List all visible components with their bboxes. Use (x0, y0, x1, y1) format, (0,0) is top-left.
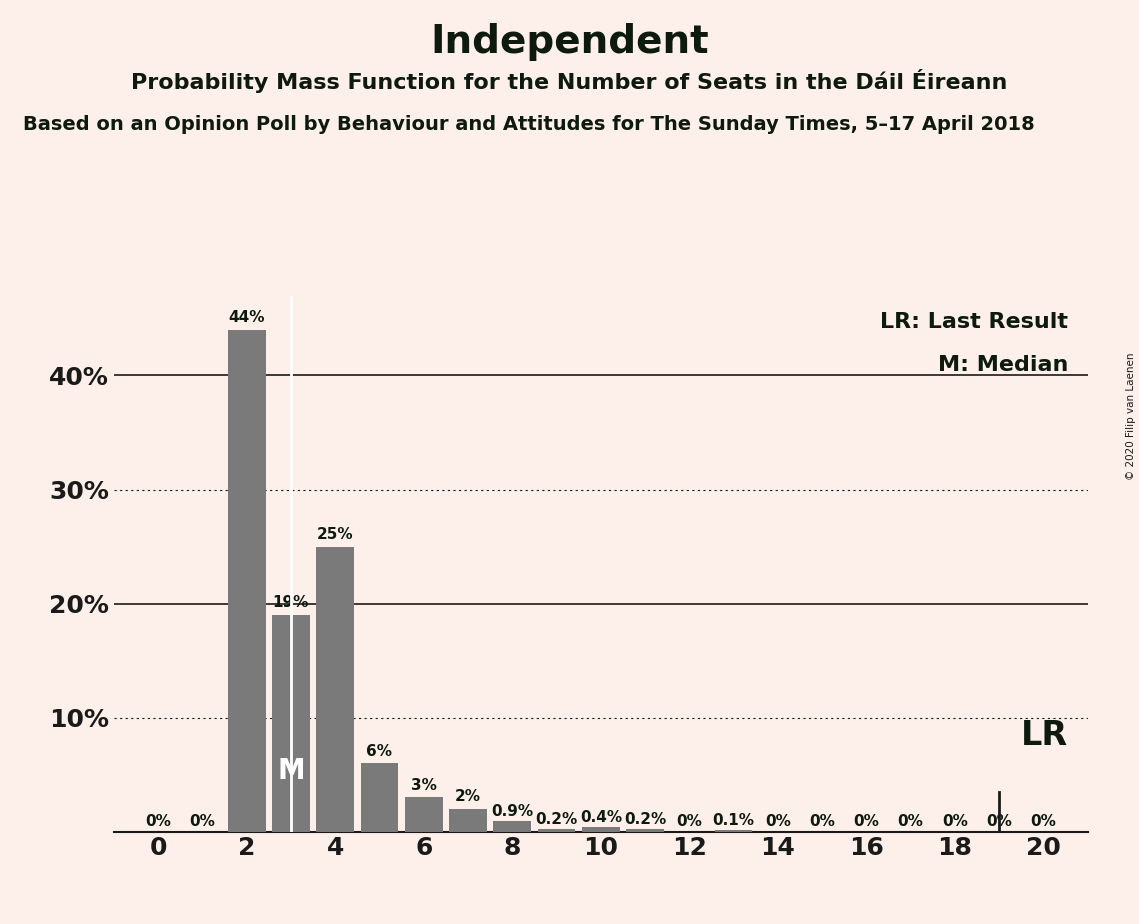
Bar (361, 763, 399, 832)
Text: 0.2%: 0.2% (535, 812, 577, 827)
Text: Probability Mass Function for the Number of Seats in the Dáil Éireann: Probability Mass Function for the Number… (131, 69, 1008, 93)
Text: 19%: 19% (272, 595, 309, 611)
Text: 25%: 25% (317, 527, 353, 542)
Text: M: Median: M: Median (937, 355, 1068, 374)
Bar (582, 827, 620, 832)
Bar (626, 830, 664, 832)
Text: 3%: 3% (411, 778, 436, 793)
Bar (405, 797, 443, 832)
Text: 0%: 0% (146, 814, 171, 830)
Text: Independent: Independent (431, 23, 708, 61)
Text: © 2020 Filip van Laenen: © 2020 Filip van Laenen (1126, 352, 1136, 480)
Text: 0%: 0% (1031, 814, 1056, 830)
Bar (493, 821, 531, 832)
Text: 0%: 0% (189, 814, 215, 830)
Bar (228, 330, 265, 832)
Text: 0%: 0% (809, 814, 835, 830)
Text: 0.9%: 0.9% (491, 804, 533, 819)
Bar (449, 808, 486, 832)
Text: 44%: 44% (229, 310, 265, 325)
Text: LR: LR (1022, 719, 1068, 751)
Text: 0%: 0% (898, 814, 924, 830)
Text: 6%: 6% (367, 744, 393, 759)
Text: 0%: 0% (986, 814, 1013, 830)
Text: 0.4%: 0.4% (580, 809, 622, 825)
Bar (715, 831, 753, 832)
Text: Based on an Opinion Poll by Behaviour and Attitudes for The Sunday Times, 5–17 A: Based on an Opinion Poll by Behaviour an… (23, 116, 1034, 135)
Text: 0.1%: 0.1% (713, 813, 755, 828)
Bar (317, 546, 354, 832)
Bar (272, 615, 310, 832)
Text: M: M (277, 757, 305, 785)
Text: LR: Last Result: LR: Last Result (880, 311, 1068, 332)
Text: 0%: 0% (942, 814, 968, 830)
Text: 0%: 0% (853, 814, 879, 830)
Text: 0%: 0% (765, 814, 790, 830)
Bar (538, 830, 575, 832)
Text: 0.2%: 0.2% (624, 812, 666, 827)
Text: 2%: 2% (454, 789, 481, 804)
Text: 0%: 0% (677, 814, 703, 830)
